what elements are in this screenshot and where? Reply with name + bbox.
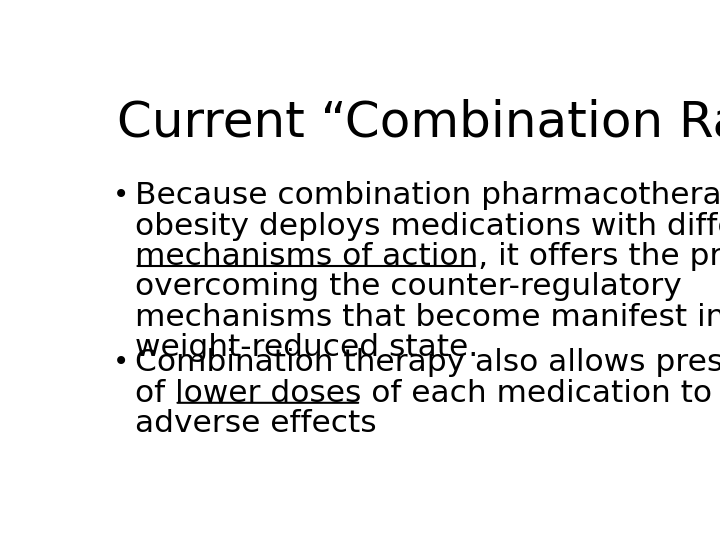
Text: mechanisms that become manifest in the: mechanisms that become manifest in the <box>135 302 720 332</box>
Text: mechanisms of action, it offers the prospect of: mechanisms of action, it offers the pros… <box>135 242 720 271</box>
Text: weight-reduced state.: weight-reduced state. <box>135 333 478 362</box>
Text: Current “Combination Rationale”: Current “Combination Rationale” <box>117 98 720 146</box>
Text: •: • <box>112 348 129 376</box>
Text: adverse effects: adverse effects <box>135 409 377 438</box>
Text: overcoming the counter-regulatory: overcoming the counter-regulatory <box>135 272 681 301</box>
Text: of lower doses of each medication to minimize: of lower doses of each medication to min… <box>135 379 720 408</box>
Text: Because combination pharmacotherapy for: Because combination pharmacotherapy for <box>135 181 720 210</box>
Text: Combination therapy also allows prescription: Combination therapy also allows prescrip… <box>135 348 720 377</box>
Text: obesity deploys medications with differing: obesity deploys medications with differi… <box>135 212 720 241</box>
Text: •: • <box>112 181 129 209</box>
